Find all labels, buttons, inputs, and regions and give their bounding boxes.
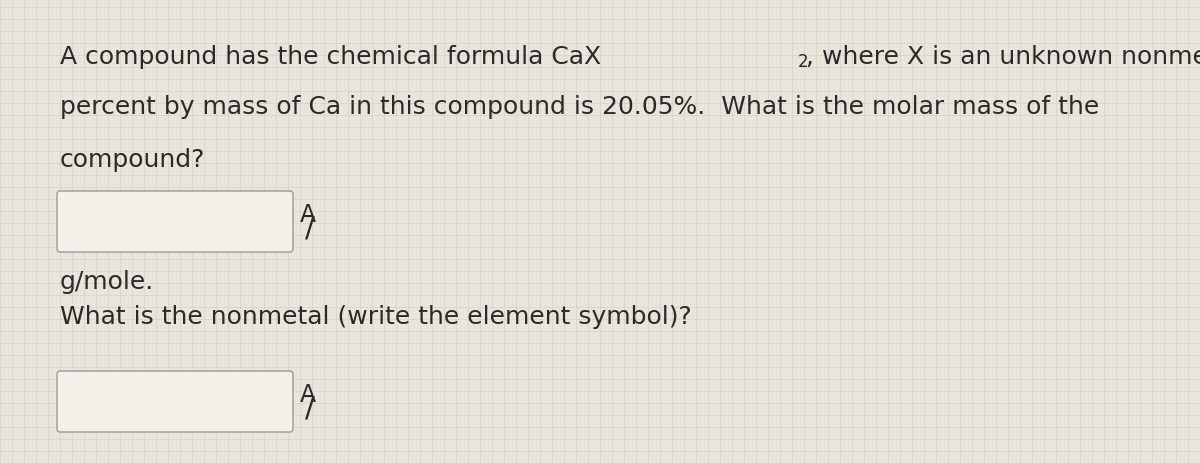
Text: A compound has the chemical formula CaX: A compound has the chemical formula CaX [60,45,601,69]
Text: , where X is an unknown nonmetal.  The: , where X is an unknown nonmetal. The [805,45,1200,69]
Text: percent by mass of Ca in this compound is 20.05%.  What is the molar mass of the: percent by mass of Ca in this compound i… [60,95,1099,119]
Text: g/mole.: g/mole. [60,269,155,294]
Text: A: A [300,203,316,226]
Text: A: A [300,382,316,406]
Text: 2: 2 [798,53,809,71]
Text: What is the nonmetal (write the element symbol)?: What is the nonmetal (write the element … [60,304,691,328]
Text: compound?: compound? [60,148,205,172]
Text: /: / [305,214,314,243]
FancyBboxPatch shape [58,371,293,432]
Text: /: / [305,394,314,422]
FancyBboxPatch shape [58,192,293,252]
